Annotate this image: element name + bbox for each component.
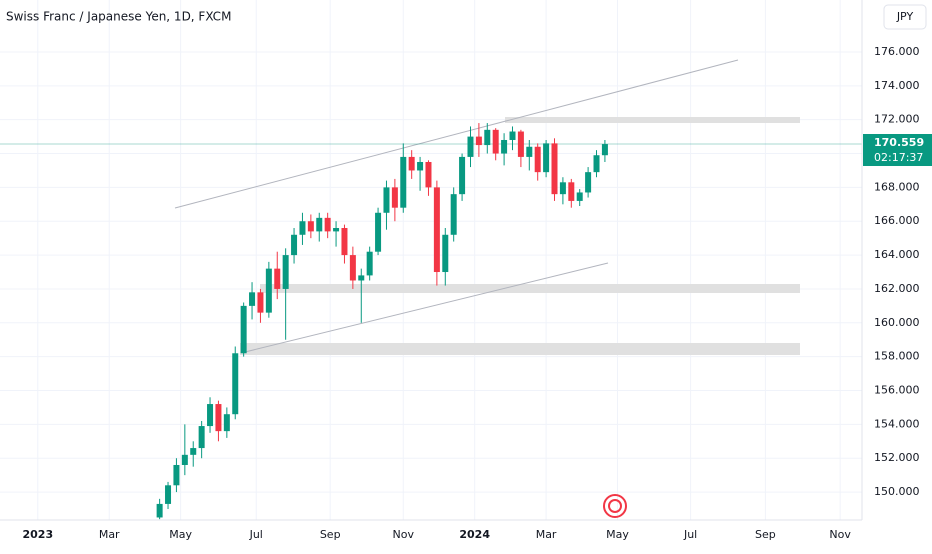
event-icon[interactable] [603, 494, 627, 518]
candle-body [366, 251, 373, 276]
candle-body [601, 144, 608, 156]
x-tick-label: Jul [683, 528, 697, 541]
candle-body [484, 129, 491, 146]
candle-body [425, 161, 432, 188]
candle-body [265, 268, 272, 313]
candle-body [249, 292, 256, 306]
candle-body [274, 268, 281, 289]
candle-body [576, 192, 583, 201]
candle-body [517, 131, 524, 157]
channel-line [244, 262, 609, 353]
x-tick-label: Sep [755, 528, 776, 541]
candle-body [442, 234, 449, 273]
zone [240, 343, 800, 355]
candle-body [257, 292, 264, 313]
candle-body [492, 129, 499, 154]
candle-body [417, 161, 424, 171]
candle-body [585, 172, 592, 193]
x-tick-label: May [606, 528, 629, 541]
candle-body [173, 464, 180, 486]
time-axis [0, 520, 932, 550]
candle-body [282, 255, 289, 289]
candle-body [391, 187, 398, 208]
candle-body [467, 136, 474, 157]
x-tick-label: Mar [536, 528, 557, 541]
candle-body [190, 448, 197, 455]
y-tick-label: 168.000 [874, 180, 920, 193]
candle-body [341, 228, 348, 256]
candle-body [375, 212, 382, 252]
candle-body [232, 353, 239, 415]
zone [260, 284, 800, 293]
x-tick-label: 2024 [459, 528, 490, 541]
candle-body [299, 221, 306, 235]
x-tick-label: Nov [393, 528, 415, 541]
candle-body [307, 221, 314, 232]
candle-body [349, 255, 356, 281]
candle-body [223, 414, 230, 432]
candle-body [358, 275, 365, 281]
y-tick-label: 152.000 [874, 451, 920, 464]
candle-body [568, 182, 575, 201]
candle-body [333, 228, 340, 232]
candle-body [543, 143, 550, 173]
countdown-label: 02:17:37 [874, 151, 923, 164]
y-tick-label: 164.000 [874, 248, 920, 261]
candle-body [324, 217, 331, 232]
candle-body [156, 503, 163, 518]
price-label: 170.559 [874, 136, 924, 149]
channel-line [174, 59, 739, 209]
candle-body [383, 187, 390, 213]
candle-body [181, 454, 188, 465]
candle-body [165, 485, 172, 504]
candle-body [509, 131, 516, 140]
candle-body [433, 187, 440, 273]
zone [505, 117, 800, 123]
candles [156, 123, 608, 520]
candle-body [240, 305, 247, 354]
candle-body [408, 156, 415, 171]
event-icon-inner [608, 499, 622, 513]
candle-body [450, 194, 457, 235]
candle-body [551, 143, 558, 195]
price-axis [862, 0, 932, 550]
y-tick-label: 154.000 [874, 417, 920, 430]
candle-body [534, 146, 541, 173]
y-tick-label: 156.000 [874, 384, 920, 397]
x-tick-label: 2023 [22, 528, 53, 541]
y-tick-label: 160.000 [874, 316, 920, 329]
x-tick-label: Jul [249, 528, 263, 541]
candle-body [475, 136, 482, 146]
y-tick-label: 176.000 [874, 45, 920, 58]
candle-body [593, 155, 600, 173]
x-tick-label: Sep [320, 528, 341, 541]
candle-body [198, 426, 205, 449]
x-tick-label: May [169, 528, 192, 541]
y-tick-label: 150.000 [874, 485, 920, 498]
x-tick-label: Nov [829, 528, 851, 541]
currency-label: JPY [896, 10, 914, 23]
candle-body [501, 139, 508, 154]
chart-title: Swiss Franc / Japanese Yen, 1D, FXCM [6, 10, 231, 24]
y-tick-label: 174.000 [874, 79, 920, 92]
y-tick-label: 166.000 [874, 214, 920, 227]
candle-body [291, 234, 298, 256]
axes: 150.000 152.000 154.000 156.000 158.000 160.0… [22, 45, 919, 541]
y-tick-label: 172.000 [874, 113, 920, 126]
candle-body [559, 182, 566, 195]
candle-body [400, 156, 407, 208]
y-tick-label: 158.000 [874, 350, 920, 363]
price-label-box [863, 134, 932, 166]
currency-button[interactable] [883, 4, 927, 30]
candle-body [316, 217, 323, 232]
candle-body [215, 404, 222, 432]
grid [0, 0, 862, 520]
candle-body [207, 404, 214, 427]
candle-body [459, 156, 466, 195]
x-tick-label: Mar [99, 528, 120, 541]
y-tick-label: 162.000 [874, 282, 920, 295]
candle-body [526, 146, 533, 157]
